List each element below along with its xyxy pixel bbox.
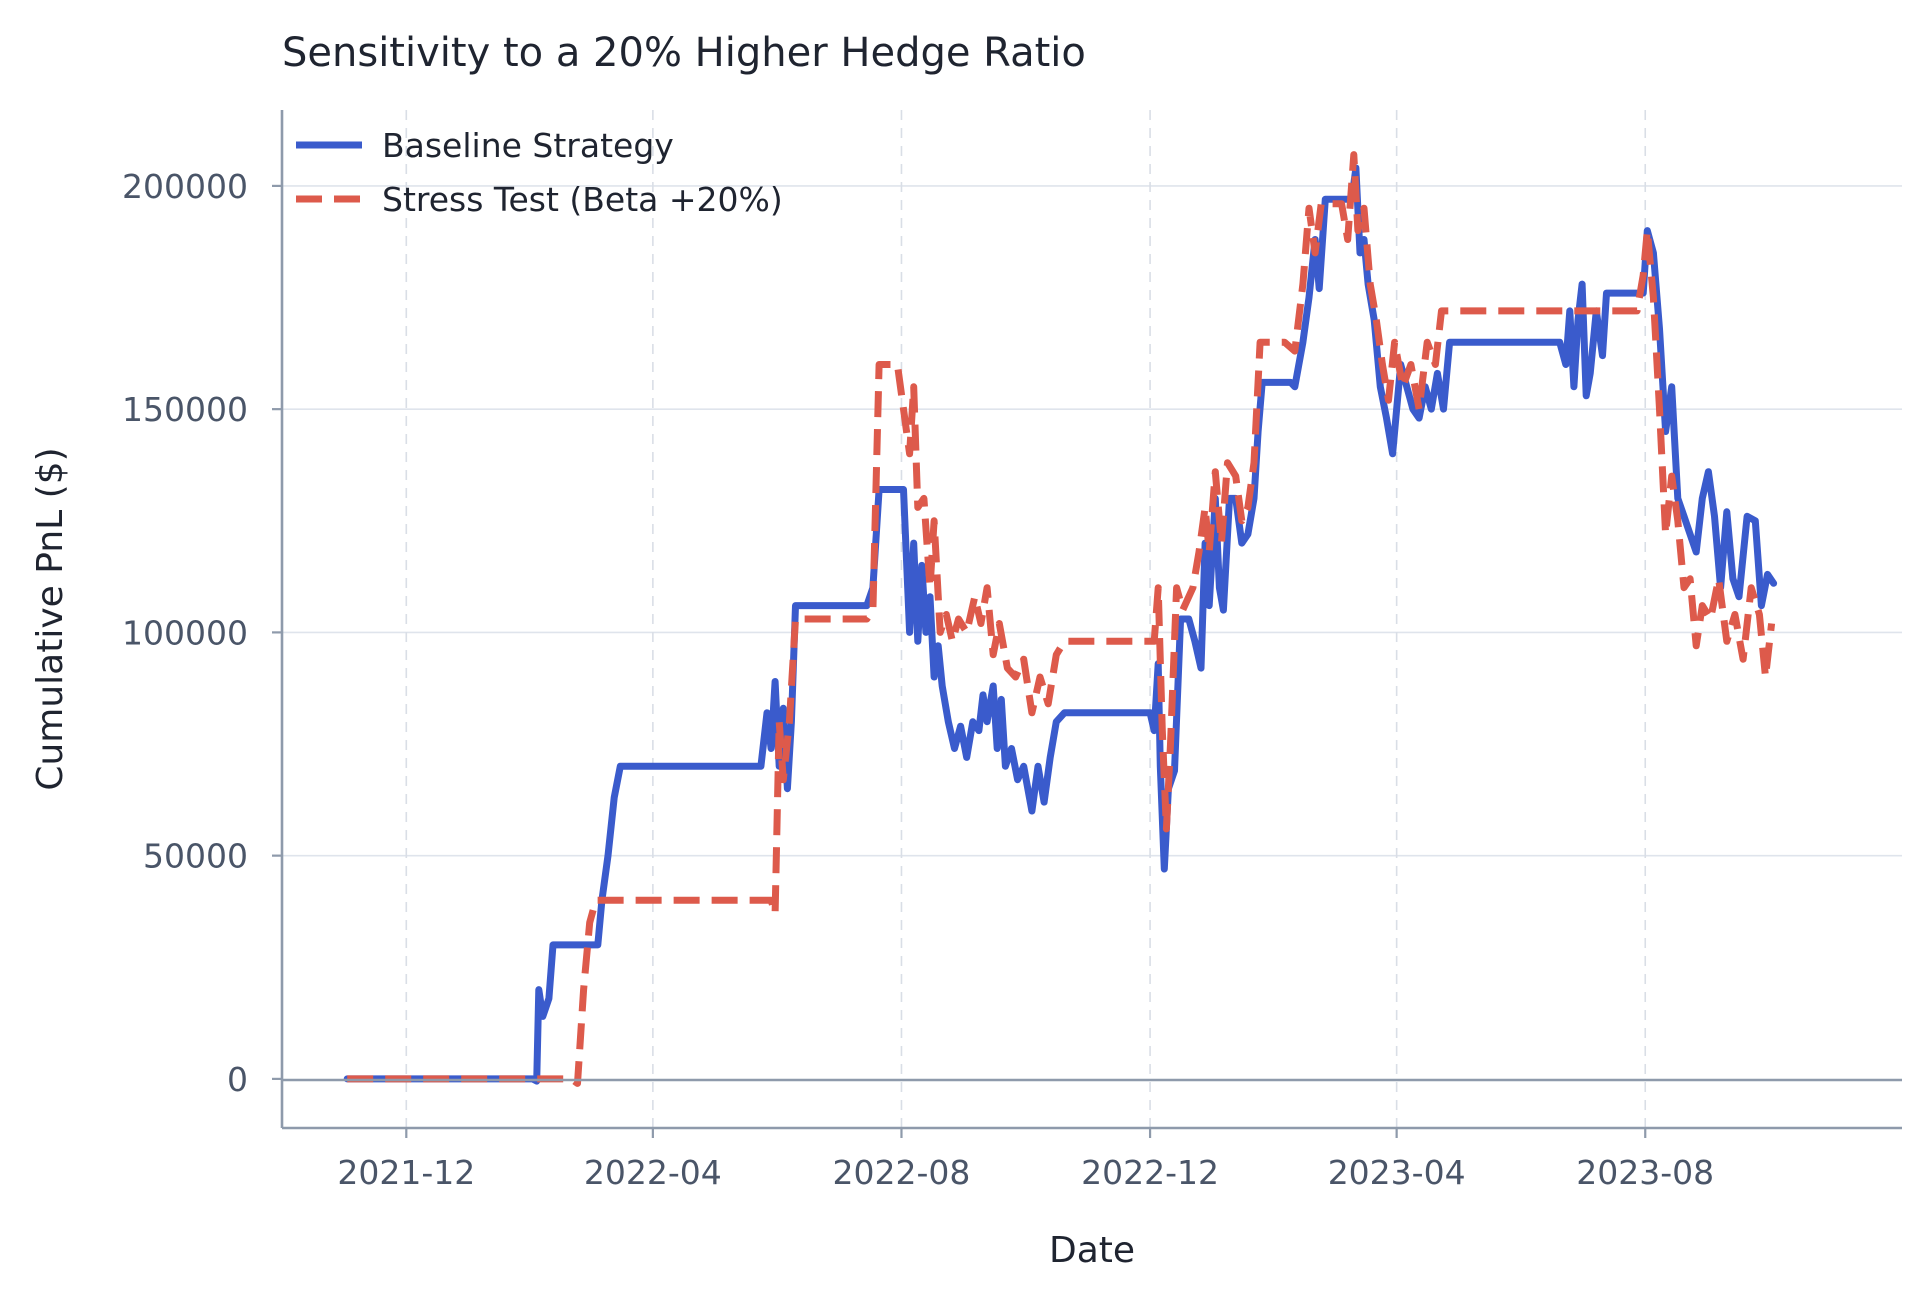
y-tick-label: 100000 <box>122 613 248 652</box>
x-axis-label: Date <box>1049 1230 1135 1271</box>
x-tick-label: 2023-04 <box>1328 1153 1466 1192</box>
y-tick-label: 50000 <box>143 837 248 876</box>
x-tick-label: 2023-08 <box>1576 1153 1714 1192</box>
y-tick-label: 0 <box>227 1060 248 1099</box>
x-tick-label: 2022-04 <box>584 1153 722 1192</box>
legend-label: Stress Test (Beta +20%) <box>382 180 783 219</box>
series-layer <box>343 151 1778 1087</box>
y-axis-label: Cumulative PnL ($) <box>30 447 71 790</box>
x-axis-ticks: 2021-12 2022-04 2022-08 2022-12 2023-04 2023-… <box>337 1128 1714 1192</box>
series-line-baseline <box>343 164 1778 1085</box>
series-line-stress-test <box>347 151 1776 1087</box>
x-tick-label: 2021-12 <box>337 1153 475 1192</box>
y-tick-label: 150000 <box>122 390 248 429</box>
x-tick-label: 2022-12 <box>1081 1153 1219 1192</box>
legend: Baseline Strategy Stress Test (Beta +20%) <box>296 126 783 219</box>
x-tick-label: 2022-08 <box>833 1153 971 1192</box>
y-tick-label: 200000 <box>122 167 248 206</box>
legend-label: Baseline Strategy <box>382 126 674 165</box>
y-axis-ticks: 0 50000 100000 150000 200000 <box>122 167 282 1099</box>
gridlines <box>282 110 1902 1128</box>
chart-title: Sensitivity to a 20% Higher Hedge Ratio <box>282 30 1086 76</box>
